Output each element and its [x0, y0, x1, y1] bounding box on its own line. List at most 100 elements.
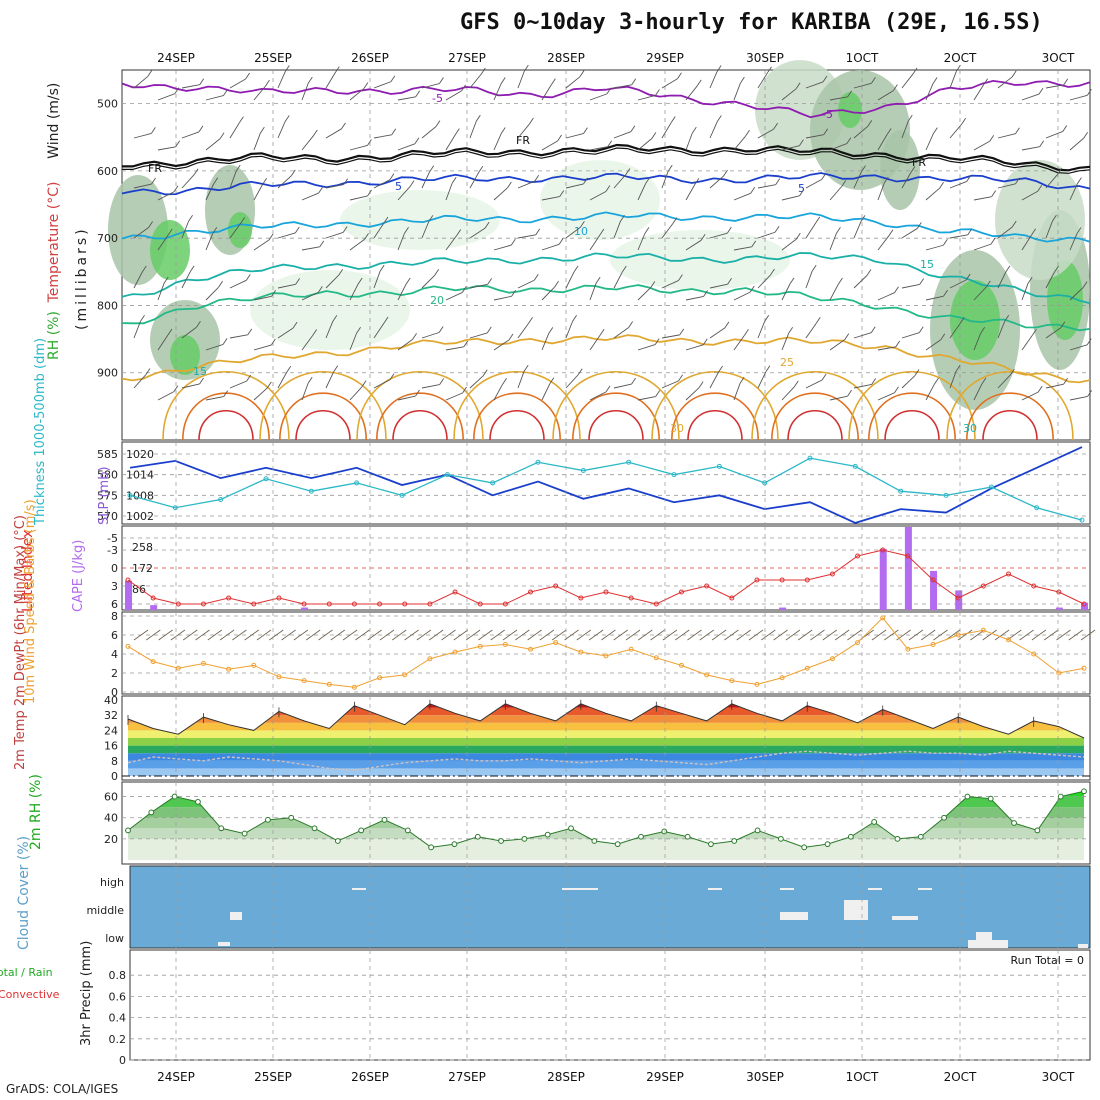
wind-barb-flag: [405, 277, 411, 285]
wind-barb-flag: [650, 281, 656, 288]
surface-wind-barb: [1043, 629, 1059, 641]
wind-barb-flag: [795, 82, 801, 90]
wind-barb-flag: [625, 168, 631, 175]
wind-barb-flag: [918, 326, 924, 333]
wind-barb-flag: [463, 340, 469, 348]
rh2m-marker: [847, 833, 854, 840]
wind-barb-flag: [985, 280, 991, 288]
wind-barb-flag: [866, 269, 872, 276]
wind-barb: [1045, 174, 1059, 189]
thickness-marker: [354, 480, 360, 486]
warm-contour: [453, 370, 581, 441]
wind-barb-flag: [980, 327, 986, 334]
wind-barb-flag: [189, 265, 195, 273]
wind-barb-flag: [174, 87, 180, 94]
wind-barb-flag: [767, 66, 772, 73]
wind-barb-flag: [559, 190, 565, 197]
wind-barb: [253, 239, 270, 251]
precip-tick: 0.8: [109, 969, 127, 982]
wind-barb: [229, 334, 248, 339]
wind10-marker: [804, 665, 810, 671]
wind-barb-flag: [934, 377, 939, 385]
wind-barb-flag: [500, 77, 506, 84]
wind-barb-flag: [894, 386, 899, 394]
cape-bar: [301, 607, 309, 610]
wind-barb-flag: [644, 227, 650, 234]
wind-barb: [613, 131, 632, 139]
wind-barb-flag: [533, 274, 539, 281]
wind-barb-flag: [284, 115, 290, 122]
wind-barb: [733, 291, 751, 301]
rh2m-marker: [964, 793, 971, 800]
surface-wind-barb: [416, 629, 432, 641]
wind-barb: [973, 140, 990, 151]
surface-wind-barb: [527, 629, 542, 641]
wind-barb-flag: [389, 373, 395, 380]
pressure-tick: 800: [97, 299, 118, 312]
wind10-marker: [1056, 670, 1062, 676]
temp-tick: 0: [111, 770, 118, 783]
wind-barb-flag: [702, 338, 708, 346]
rh2m-marker: [451, 841, 458, 848]
thickness-marker: [535, 459, 541, 465]
lifted-index-marker: [930, 577, 936, 583]
wind-barb: [613, 174, 627, 189]
wind-barb: [637, 396, 656, 401]
surface-wind-barb: [244, 629, 259, 641]
wind-barb: [733, 335, 745, 351]
surface-wind-barb: [502, 629, 518, 641]
wind-barb: [133, 374, 147, 389]
wind-barb-flag: [247, 328, 253, 336]
wind-barb: [373, 179, 391, 189]
surface-wind-barb: [318, 629, 333, 641]
thickness-marker: [172, 505, 178, 511]
cloud-patch: [230, 912, 242, 920]
wind10-marker: [930, 642, 936, 647]
wind-barb: [1021, 190, 1038, 201]
wind-barb-flag: [605, 385, 611, 393]
wind-barb-flag: [307, 76, 313, 84]
wind-barb: [685, 239, 702, 251]
surface-wind-barb: [908, 629, 924, 641]
thickness-marker: [716, 463, 722, 469]
contour-label: FR: [912, 156, 926, 169]
freezing-contour: [122, 147, 1091, 174]
wind-barb: [469, 120, 477, 139]
wind-barb: [301, 192, 319, 201]
lifted-index-marker: [804, 577, 810, 583]
wind-barb: [973, 243, 992, 251]
wind10-marker: [829, 656, 835, 662]
wind-barb: [685, 184, 696, 201]
wind-barb-flag: [739, 76, 745, 84]
lifted-index-marker: [1031, 583, 1037, 589]
wind-barb-flag: [870, 326, 876, 333]
slp-tick: 1020: [126, 448, 154, 461]
wind-barb-flag: [454, 128, 460, 135]
wind-barb: [1045, 221, 1053, 239]
surface-wind-barb: [785, 629, 801, 641]
wind10-marker: [276, 674, 282, 680]
wind-barb: [877, 90, 894, 101]
wind-barb: [589, 234, 601, 251]
wind-barb-flag: [361, 380, 367, 387]
wind-barb: [997, 226, 1013, 239]
wind-barb-flag: [333, 365, 339, 372]
date-label-top: 27SEP: [448, 51, 486, 65]
wind-barb-flag: [655, 89, 660, 96]
contour-label: -5: [822, 108, 833, 121]
thickness-marker: [308, 488, 314, 494]
wind-barb: [1045, 271, 1055, 289]
wind-barb-flag: [199, 78, 205, 85]
pressure-tick: 700: [97, 232, 118, 245]
warm-contour: [295, 409, 351, 441]
rh2m-marker: [218, 825, 225, 832]
surface-wind-barb: [330, 629, 346, 641]
lifted-index-marker: [251, 601, 257, 607]
wind-barb: [949, 322, 961, 339]
warm-contour: [198, 409, 254, 441]
rh-band: [128, 838, 1084, 860]
wind10-marker: [905, 646, 911, 652]
wind-barb: [421, 83, 440, 89]
surface-wind-barb: [601, 629, 616, 641]
wind-barb-flag: [318, 186, 323, 194]
